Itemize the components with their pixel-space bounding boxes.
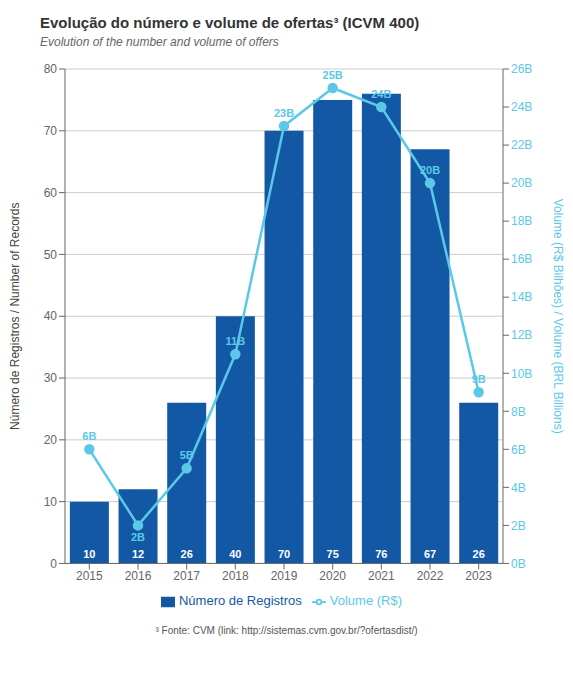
svg-text:0B: 0B: [511, 557, 526, 571]
svg-text:23B: 23B: [274, 107, 294, 119]
svg-text:24B: 24B: [511, 100, 532, 114]
svg-text:5B: 5B: [180, 449, 194, 461]
svg-text:2B: 2B: [131, 531, 145, 543]
svg-text:2022: 2022: [417, 569, 444, 583]
svg-text:6B: 6B: [511, 443, 526, 457]
svg-text:20B: 20B: [511, 176, 532, 190]
svg-text:6B: 6B: [82, 430, 96, 442]
svg-text:76: 76: [375, 548, 387, 560]
svg-text:25B: 25B: [323, 69, 343, 81]
svg-text:75: 75: [327, 548, 339, 560]
svg-text:Número de Registros / Number o: Número de Registros / Number of Records: [8, 203, 22, 430]
svg-text:4B: 4B: [511, 481, 526, 495]
html-text:Número de Registros: Número de Registros: [179, 593, 302, 609]
svg-text:2019: 2019: [271, 569, 298, 583]
svg-text:12B: 12B: [511, 328, 532, 342]
svg-text:20B: 20B: [420, 164, 440, 176]
svg-text:70: 70: [278, 548, 290, 560]
svg-text:11B: 11B: [226, 335, 246, 347]
svg-text:60: 60: [44, 186, 58, 200]
svg-text:2021: 2021: [368, 569, 395, 583]
svg-text:14B: 14B: [511, 290, 532, 304]
svg-text:22B: 22B: [511, 138, 532, 152]
svg-text:0: 0: [50, 557, 57, 571]
svg-text:67: 67: [424, 548, 436, 560]
svg-text:10: 10: [44, 495, 58, 509]
html-text:³ Fonte: CVM (link: http://sis: ³ Fonte: CVM (link: http://sistemas.cvm.…: [155, 625, 418, 636]
svg-text:9B: 9B: [472, 373, 486, 385]
svg-text:20: 20: [44, 433, 58, 447]
svg-text:50: 50: [44, 248, 58, 262]
html-text:Evolução do número e volume de: Evolução do número e volume de ofertas³ …: [40, 14, 420, 31]
svg-text:80: 80: [44, 62, 58, 76]
svg-text:2020: 2020: [319, 569, 346, 583]
svg-text:40: 40: [44, 309, 58, 323]
svg-text:2015: 2015: [76, 569, 103, 583]
svg-text:2023: 2023: [465, 569, 492, 583]
svg-text:16B: 16B: [511, 252, 532, 266]
svg-text:26: 26: [181, 548, 193, 560]
svg-text:18B: 18B: [511, 214, 532, 228]
svg-text:40: 40: [229, 548, 241, 560]
html-text:Volume (R$): Volume (R$): [329, 593, 402, 609]
svg-text:30: 30: [44, 371, 58, 385]
svg-text:70: 70: [44, 124, 58, 138]
svg-text:12: 12: [132, 548, 144, 560]
html-text:Evolution of the number and vo: Evolution of the number and volume of of…: [40, 35, 279, 49]
svg-text:24B: 24B: [371, 88, 391, 100]
svg-text:2B: 2B: [511, 519, 526, 533]
svg-text:26B: 26B: [511, 62, 532, 76]
svg-text:2018: 2018: [222, 569, 249, 583]
svg-text:10: 10: [83, 548, 95, 560]
svg-text:2016: 2016: [125, 569, 152, 583]
svg-text:10B: 10B: [511, 367, 532, 381]
svg-text:Volume (R$ Bilhões) / Volume (: Volume (R$ Bilhões) / Volume (BRL Billio…: [551, 199, 565, 434]
svg-text:2017: 2017: [173, 569, 200, 583]
svg-text:8B: 8B: [511, 405, 526, 419]
svg-text:26: 26: [473, 548, 485, 560]
